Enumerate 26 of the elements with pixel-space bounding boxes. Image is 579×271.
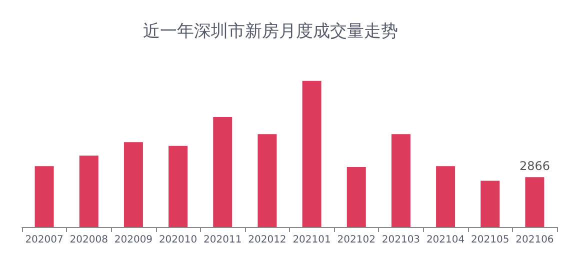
x-tick-label: 202102	[337, 234, 376, 246]
x-tick-label: 202012	[248, 234, 286, 246]
bar	[436, 166, 456, 227]
data-label: 2866	[519, 159, 550, 174]
bar	[346, 166, 366, 227]
x-tick-label: 202104	[426, 234, 465, 246]
bar	[124, 142, 143, 227]
bar	[258, 134, 277, 227]
x-tick-label: 202007	[25, 234, 64, 246]
x-tick-label: 202105	[471, 234, 510, 246]
bar	[213, 117, 232, 227]
bar	[168, 146, 188, 227]
bar	[525, 177, 544, 227]
x-tick-label: 202101	[292, 234, 331, 246]
x-tick-label: 202106	[516, 234, 554, 246]
bar	[480, 180, 500, 227]
bar	[79, 156, 98, 227]
bar	[34, 166, 54, 227]
chart-title: 近一年深圳市新房月度成交量走势	[143, 22, 398, 42]
x-tick-label: 202009	[114, 234, 153, 246]
x-tick-label: 202011	[204, 234, 242, 246]
x-tick-label: 202103	[382, 234, 420, 246]
bar	[302, 80, 322, 227]
x-tick-label: 202010	[158, 234, 198, 246]
x-tick-label: 202008	[70, 234, 108, 246]
bar	[391, 134, 410, 227]
